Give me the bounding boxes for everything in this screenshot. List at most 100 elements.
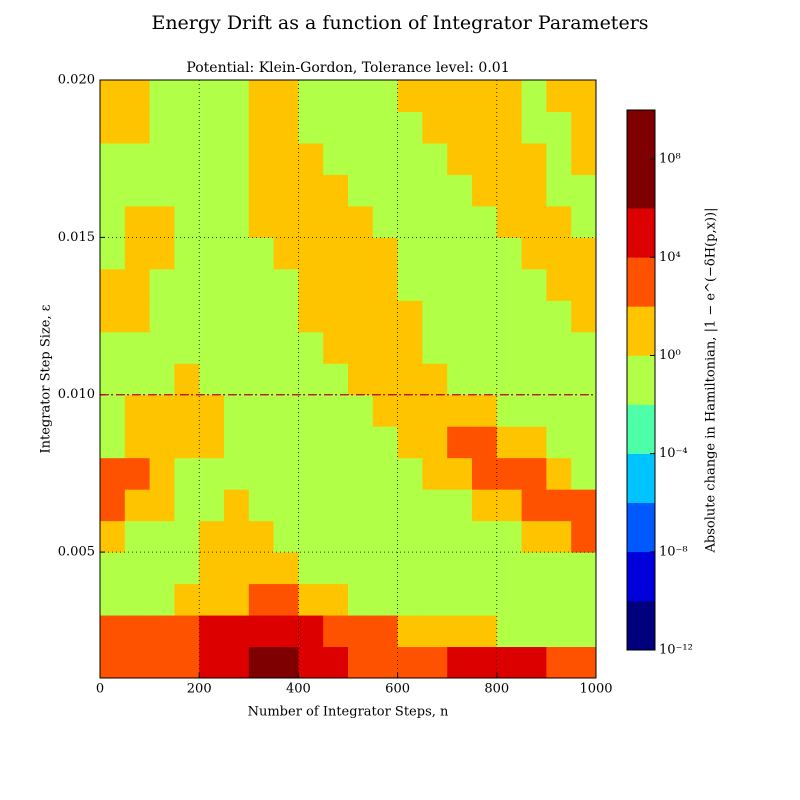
contour-cell [124, 111, 151, 144]
contour-cell [372, 583, 399, 616]
contour-cell [348, 205, 374, 238]
contour-cell [273, 363, 299, 396]
contour-cell [273, 426, 299, 459]
colorbar-tick-label: 10⁻⁸ [659, 544, 688, 559]
contour-cell [372, 426, 399, 459]
contour-cell [546, 237, 572, 270]
contour-cell [323, 300, 349, 333]
contour-cell [100, 80, 126, 112]
contour-cell [273, 174, 299, 207]
contour-cells [100, 80, 597, 679]
contour-cell [447, 552, 473, 585]
contour-cell [224, 80, 250, 112]
contour-cell [472, 205, 498, 238]
contour-cell [224, 174, 250, 207]
contour-cell [496, 552, 523, 585]
contour-cell [298, 331, 324, 364]
contour-cell [521, 520, 547, 553]
contour-cell [472, 300, 498, 333]
contour-cell [571, 237, 597, 270]
contour-cell [199, 457, 225, 490]
contour-cell [174, 489, 200, 522]
contour-cell [546, 363, 572, 396]
contour-cell [273, 142, 299, 175]
contour-cell [348, 394, 374, 427]
contour-cell [521, 331, 547, 364]
contour-cell [199, 111, 225, 144]
contour-cell [546, 457, 572, 490]
contour-cell [546, 583, 572, 616]
contour-cell [248, 394, 275, 427]
contour-cell [472, 520, 498, 553]
contour-cell [248, 142, 275, 175]
colorbar-band [627, 551, 655, 602]
contour-cell [273, 583, 299, 616]
contour-cell [348, 300, 374, 333]
contour-cell [546, 520, 572, 553]
contour-cell [397, 457, 423, 490]
contour-cell [397, 268, 423, 301]
contour-cell [571, 552, 597, 585]
contour-cell [224, 300, 250, 333]
contour-cell [100, 331, 126, 364]
contour-cell [248, 615, 275, 648]
contour-cell [149, 457, 175, 490]
contour-cell [199, 615, 225, 648]
colorbar-band [627, 502, 655, 553]
contour-cell [348, 583, 374, 616]
contour-cell [372, 237, 399, 270]
contour-cell [397, 489, 423, 522]
contour-cell [174, 331, 200, 364]
contour-cell [422, 363, 448, 396]
contour-cell [124, 394, 151, 427]
contour-cell [199, 268, 225, 301]
contour-cell [248, 552, 275, 585]
contour-cell [174, 174, 200, 207]
contour-cell [124, 300, 151, 333]
contour-cell [323, 457, 349, 490]
contour-cell [546, 80, 572, 112]
contour-cell [248, 489, 275, 522]
contour-cell [124, 80, 151, 112]
contour-cell [298, 111, 324, 144]
contour-cell [348, 268, 374, 301]
contour-cell [224, 520, 250, 553]
contour-cell [298, 457, 324, 490]
contour-cell [248, 331, 275, 364]
contour-cell [372, 363, 399, 396]
contour-cell [174, 457, 200, 490]
contour-cell [323, 363, 349, 396]
contour-cell [224, 363, 250, 396]
contour-cell [546, 615, 572, 648]
contour-cell [422, 646, 448, 679]
contour-cell [124, 646, 151, 679]
contour-cell [273, 520, 299, 553]
contour-cell [224, 646, 250, 679]
contour-cell [248, 237, 275, 270]
contour-cell [447, 520, 473, 553]
contour-cell [422, 426, 448, 459]
contour-cell [174, 552, 200, 585]
contour-cell [199, 331, 225, 364]
contour-cell [546, 268, 572, 301]
contour-cell [199, 237, 225, 270]
contour-cell [174, 583, 200, 616]
contour-cell [273, 300, 299, 333]
contour-cell [224, 426, 250, 459]
contour-cell [397, 394, 423, 427]
contour-cell [174, 520, 200, 553]
contour-cell [472, 142, 498, 175]
x-axis-label: Number of Integrator Steps, n [248, 705, 449, 720]
contour-cell [124, 268, 151, 301]
contour-cell [472, 489, 498, 522]
contour-cell [149, 394, 175, 427]
contour-cell [372, 489, 399, 522]
contour-cell [447, 426, 473, 459]
y-tick-label: 0.015 [58, 230, 95, 245]
contour-cell [273, 205, 299, 238]
contour-cell [124, 363, 151, 396]
contour-cell [248, 520, 275, 553]
contour-cell [372, 300, 399, 333]
contour-cell [472, 237, 498, 270]
